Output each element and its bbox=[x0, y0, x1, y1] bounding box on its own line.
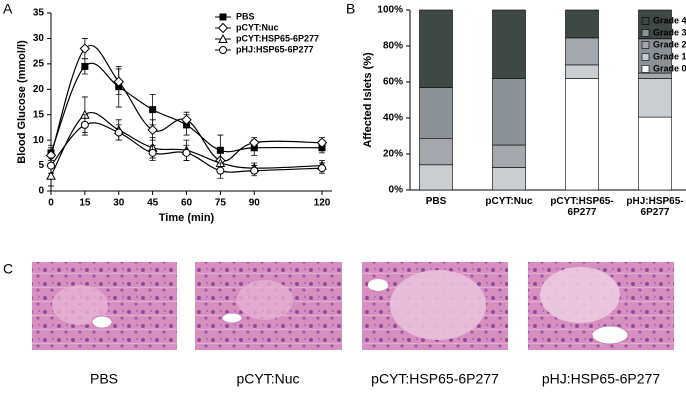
x-tick-label: 90 bbox=[249, 198, 261, 209]
bar-segment bbox=[492, 167, 526, 191]
bar-segment bbox=[565, 78, 599, 191]
marker bbox=[216, 166, 225, 175]
bar-segment bbox=[419, 164, 453, 191]
bar-segment bbox=[638, 72, 672, 79]
micrograph bbox=[362, 262, 508, 350]
y-tick-label: 5 bbox=[38, 160, 44, 171]
x-tick-label: pCYT:Nuc bbox=[485, 196, 533, 207]
series-line bbox=[50, 62, 323, 154]
bar-segment bbox=[638, 116, 672, 191]
bar-segment bbox=[565, 37, 599, 66]
marker bbox=[46, 170, 56, 180]
legend-swatch bbox=[641, 53, 650, 61]
bar-segment bbox=[492, 9, 526, 79]
micrograph bbox=[195, 262, 342, 350]
y-tick-label: 10 bbox=[33, 135, 45, 146]
legend-label: Grade 0 bbox=[653, 63, 686, 73]
legend-swatch bbox=[641, 41, 650, 49]
panel-label: B bbox=[346, 1, 355, 17]
bar-segment bbox=[565, 64, 599, 79]
marker bbox=[182, 148, 191, 157]
marker bbox=[81, 62, 89, 70]
legend-label: pHJ:HSP65-6P277 bbox=[236, 44, 314, 54]
marker bbox=[149, 106, 157, 114]
marker bbox=[249, 137, 260, 148]
micrograph-caption: PBS bbox=[90, 371, 118, 387]
y-axis-title: Affected Islets (%) bbox=[362, 52, 374, 148]
legend-label: Grade 3 bbox=[653, 27, 686, 37]
legend-swatch bbox=[641, 65, 650, 73]
y-axis-title: Blood Glucose (mmol/l) bbox=[16, 40, 28, 164]
legend-swatch bbox=[641, 29, 650, 37]
bar-segment bbox=[419, 87, 453, 140]
panel-label: C bbox=[3, 261, 13, 277]
legend-label: Grade 1 bbox=[653, 51, 686, 61]
legend-label: PBS bbox=[236, 11, 255, 21]
y-tick-label: 30 bbox=[33, 33, 45, 44]
marker bbox=[250, 166, 259, 175]
y-tick-label: 35 bbox=[33, 8, 45, 19]
x-axis-title: Time (min) bbox=[159, 212, 215, 224]
y-tick-label: 0% bbox=[389, 185, 404, 196]
x-tick-label: 60 bbox=[181, 198, 193, 209]
bar-segment bbox=[565, 9, 599, 39]
y-tick-label: 100% bbox=[377, 5, 403, 16]
marker bbox=[114, 128, 123, 137]
marker bbox=[316, 137, 328, 148]
x-tick-label: 120 bbox=[314, 198, 331, 209]
x-tick-label: 45 bbox=[147, 198, 159, 209]
marker bbox=[318, 164, 326, 173]
micrograph-caption: pCYT:HSP65-6P277 bbox=[371, 371, 499, 387]
legend-label: pCYT:HSP65-6P277 bbox=[236, 33, 319, 43]
marker bbox=[181, 114, 192, 126]
legend-label: pCYT:Nuc bbox=[236, 22, 279, 32]
x-tick-label: pHJ:HSP65-6P277 bbox=[626, 196, 684, 218]
x-tick-label: 75 bbox=[215, 198, 227, 209]
x-tick-label: 30 bbox=[113, 198, 125, 209]
legend-label: Grade 4 bbox=[653, 15, 686, 25]
micrograph bbox=[32, 262, 177, 350]
y-tick-label: 80% bbox=[383, 41, 403, 52]
bar-segment bbox=[638, 78, 672, 118]
panel-label: A bbox=[3, 1, 13, 17]
y-tick-label: 40% bbox=[383, 113, 403, 124]
x-tick-label: pCYT:HSP65-6P277 bbox=[550, 196, 614, 218]
micrograph-caption: pCYT:Nuc bbox=[236, 371, 299, 387]
y-tick-label: 25 bbox=[33, 58, 45, 69]
legend-swatch bbox=[641, 17, 650, 25]
bar-segment bbox=[492, 78, 526, 146]
micrograph-caption: pHJ:HSP65-6P277 bbox=[542, 371, 661, 387]
marker bbox=[147, 124, 158, 136]
y-tick-label: 20% bbox=[383, 149, 403, 160]
bar-segment bbox=[419, 9, 453, 88]
marker bbox=[79, 43, 91, 54]
legend-marker bbox=[219, 46, 227, 54]
y-tick-label: 60% bbox=[383, 77, 403, 88]
bar-segment bbox=[419, 138, 453, 166]
marker bbox=[47, 161, 55, 170]
legend-marker bbox=[217, 22, 229, 34]
legend-marker bbox=[219, 13, 227, 21]
marker bbox=[80, 120, 89, 129]
x-tick-label: 15 bbox=[79, 198, 91, 209]
marker bbox=[113, 76, 124, 87]
x-tick-label: 0 bbox=[48, 198, 54, 209]
legend-label: Grade 2 bbox=[653, 39, 686, 49]
legend-marker bbox=[218, 33, 228, 43]
marker bbox=[148, 148, 157, 157]
y-tick-label: 20 bbox=[33, 84, 45, 95]
x-tick-label: PBS bbox=[425, 196, 447, 207]
micrograph bbox=[528, 262, 674, 350]
y-tick-label: 0 bbox=[38, 186, 44, 197]
y-tick-label: 15 bbox=[33, 109, 45, 120]
bar-segment bbox=[492, 144, 526, 168]
